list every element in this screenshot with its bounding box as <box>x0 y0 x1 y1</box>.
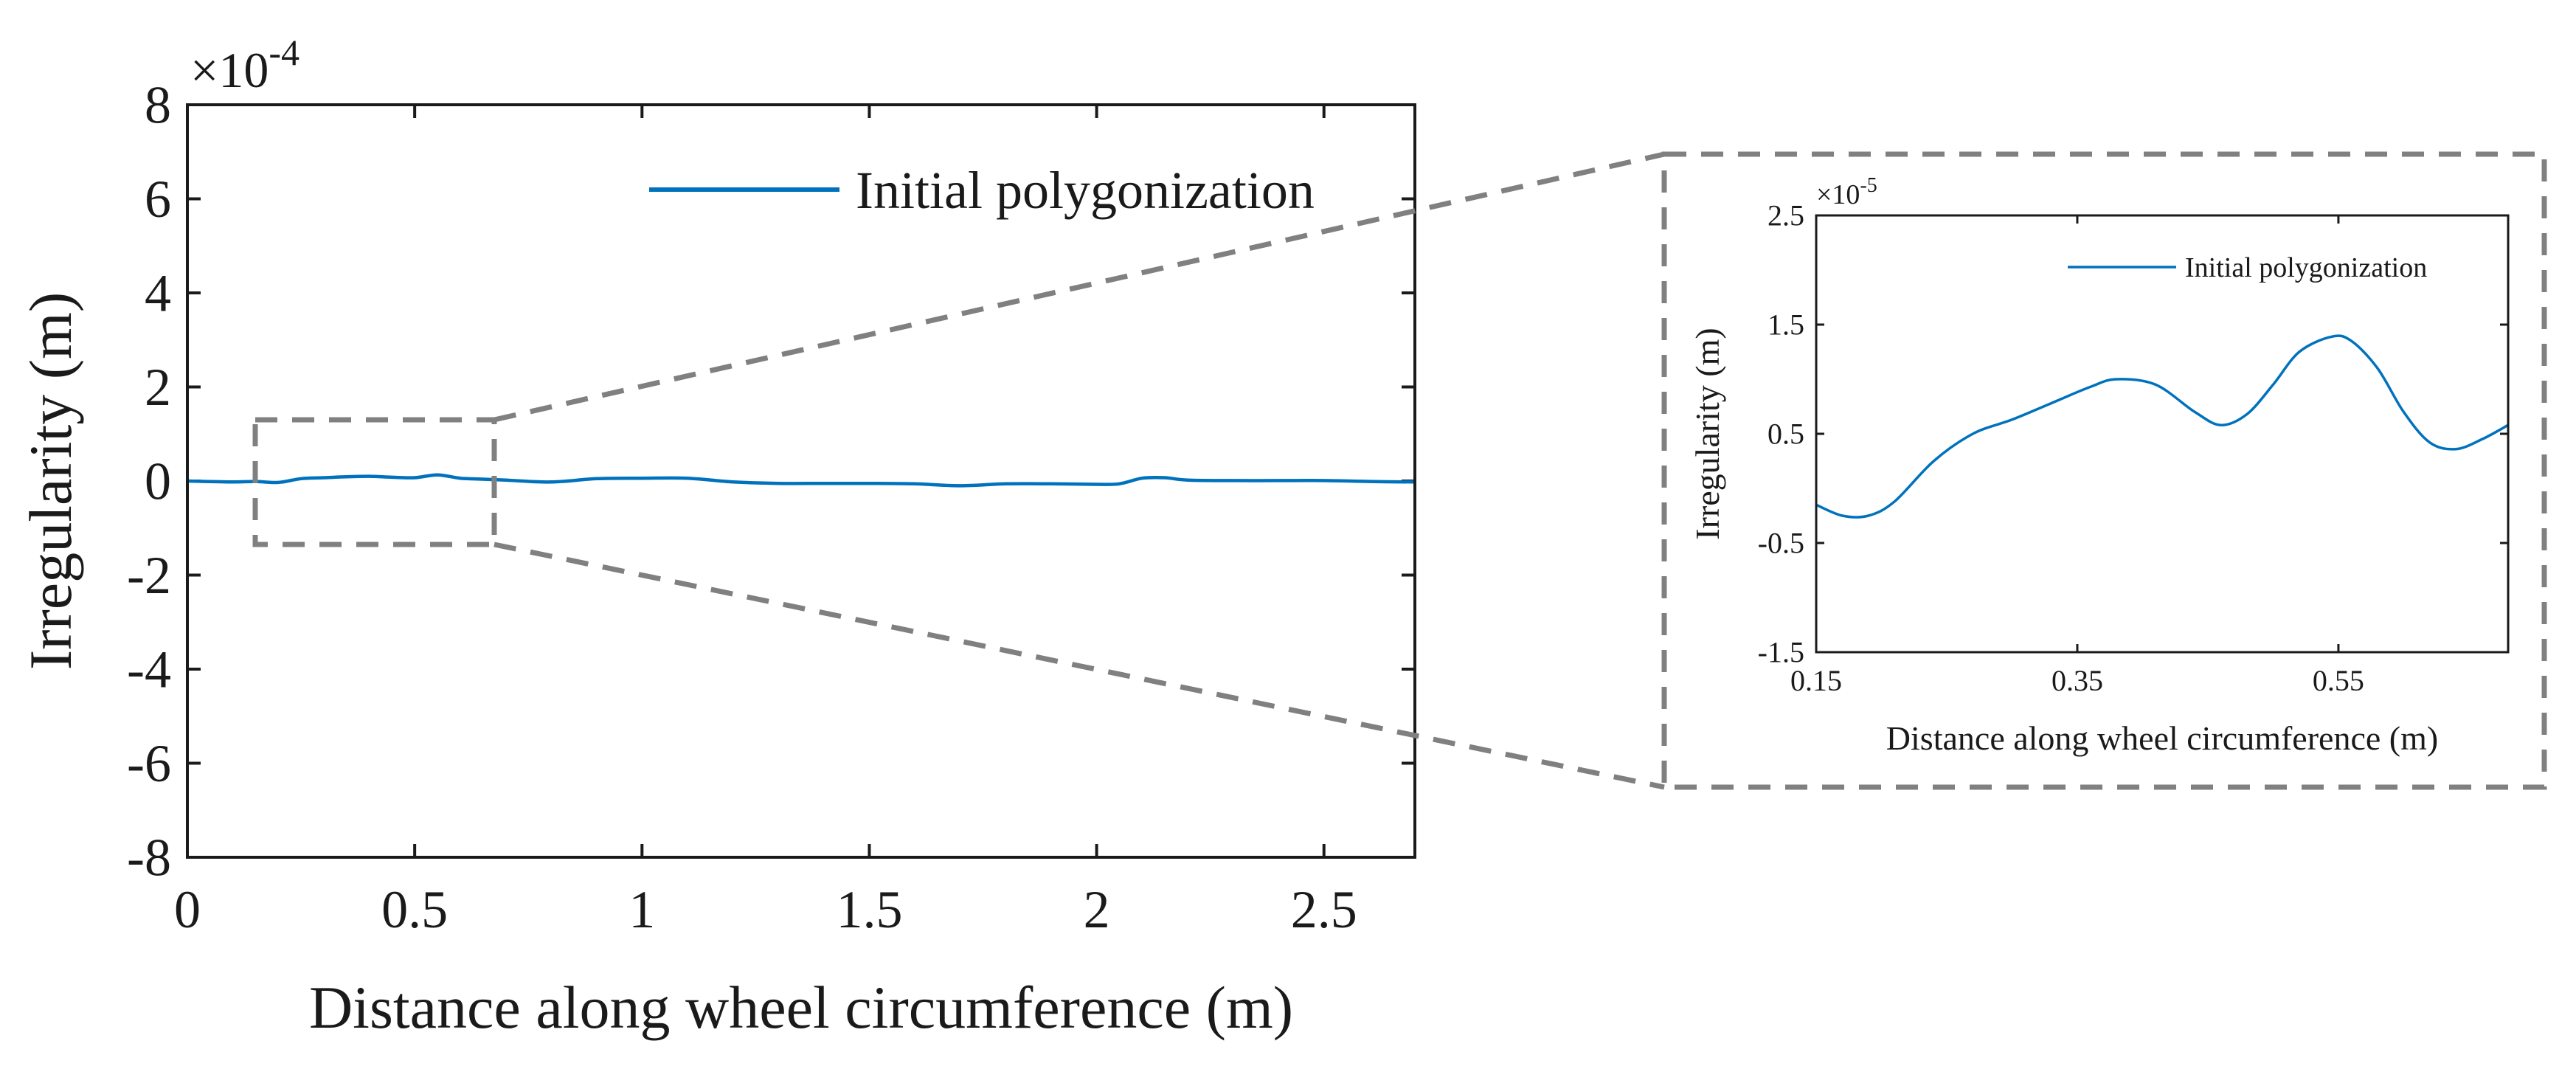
inset-plot-frame <box>1815 214 2510 654</box>
zoom-source-box <box>252 417 497 547</box>
inset-x-tick-label: 0.15 <box>1790 664 1842 697</box>
zoom-inset-frame <box>1661 151 2547 790</box>
main-y-tick-label: 4 <box>145 263 171 322</box>
main-y-tick-label: 2 <box>145 358 171 417</box>
main-legend-label: Initial polygonization <box>856 161 1315 220</box>
main-y-tick-label: -4 <box>127 640 171 699</box>
zoom-indicator <box>252 151 2547 790</box>
main-y-tick-label: -6 <box>127 734 171 793</box>
main-x-tick-label: 1.5 <box>836 880 902 939</box>
main-series-line <box>187 473 1416 488</box>
inset-tick-labels: 0.15 0.35 0.55 2.5 1.5 0.5 -0.5 -1.5 <box>1758 199 2364 697</box>
main-x-tick-label: 1 <box>629 880 655 939</box>
inset-x-tick-label: 0.55 <box>2313 664 2364 697</box>
main-legend: Initial polygonization <box>649 161 1315 220</box>
main-y-tick-label: 8 <box>145 75 171 134</box>
main-plot-frame <box>186 103 1416 859</box>
main-chart: 0 0.5 1 1.5 2 2.5 8 6 4 2 0 -2 -4 -6 -8 ×10-4 Distance… <box>17 32 1416 1041</box>
zoom-connector-top <box>494 151 1665 423</box>
inset-y-axis-label: Irregularity (m) <box>1689 328 1726 539</box>
zoom-connector-bottom <box>494 542 1665 790</box>
inset-y-tick-label: 1.5 <box>1767 308 1804 342</box>
inset-y-tick-label: 2.5 <box>1767 199 1804 232</box>
main-y-tick-label: -8 <box>127 828 171 887</box>
main-x-tick-label: 0 <box>174 880 201 939</box>
inset-y-tick-label: -1.5 <box>1758 636 1804 669</box>
main-x-tick-label: 2.5 <box>1291 880 1357 939</box>
inset-chart: 0.15 0.35 0.55 2.5 1.5 0.5 -0.5 -1.5 ×10-5 Dist… <box>1689 174 2510 757</box>
main-y-tick-label: -2 <box>127 546 171 605</box>
main-y-multiplier-exp: -4 <box>269 32 300 73</box>
main-y-axis-label: Irregularity (m) <box>17 292 84 670</box>
inset-legend: Initial polygonization <box>2068 252 2427 283</box>
main-y-multiplier: ×10-4 <box>190 32 300 98</box>
inset-legend-label: Initial polygonization <box>2185 252 2427 283</box>
inset-series-line <box>1815 334 2509 519</box>
inset-x-axis-label: Distance along wheel circumference (m) <box>1886 719 2438 757</box>
main-tick-labels: 0 0.5 1 1.5 2 2.5 8 6 4 2 0 -2 -4 -6 -8 <box>127 75 1357 939</box>
main-x-tick-label: 0.5 <box>381 880 448 939</box>
inset-x-tick-label: 0.35 <box>2052 664 2103 697</box>
inset-y-multiplier-exp: -5 <box>1860 174 1877 197</box>
main-y-tick-label: 0 <box>145 452 171 511</box>
main-x-axis-label: Distance along wheel circumference (m) <box>309 974 1293 1041</box>
main-y-tick-label: 6 <box>145 170 171 229</box>
inset-y-multiplier: ×10-5 <box>1816 174 1877 210</box>
inset-y-tick-label: 0.5 <box>1767 418 1804 451</box>
inset-y-tick-label: -0.5 <box>1758 527 1804 560</box>
main-x-tick-label: 2 <box>1084 880 1110 939</box>
